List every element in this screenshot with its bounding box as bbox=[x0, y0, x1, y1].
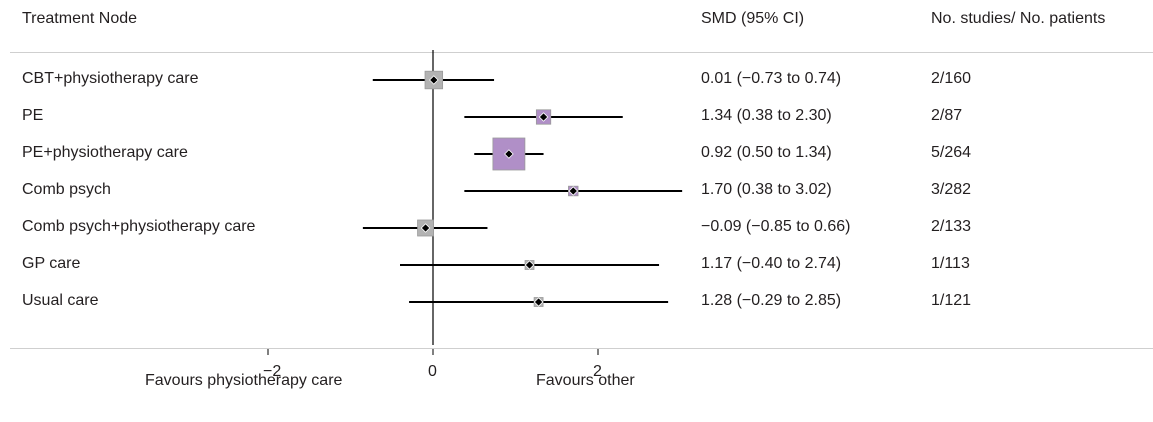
row-label: Usual care bbox=[22, 292, 99, 309]
point-estimate bbox=[568, 186, 579, 196]
header-divider bbox=[10, 52, 1153, 53]
point-estimate bbox=[538, 112, 549, 122]
header-treatment-node: Treatment Node bbox=[22, 10, 138, 27]
row-label: Comb psych bbox=[22, 181, 111, 198]
row-smd-ci: −0.09 (−0.85 to 0.66) bbox=[701, 218, 851, 235]
row-smd-ci: 0.01 (−0.73 to 0.74) bbox=[701, 70, 842, 87]
x-tick-label: 2 bbox=[593, 363, 602, 380]
row-studies-patients: 3/282 bbox=[931, 181, 972, 198]
row-label: PE bbox=[22, 107, 44, 124]
row-studies-patients: 1/113 bbox=[931, 255, 970, 272]
row-smd-ci: 0.92 (0.50 to 1.34) bbox=[701, 144, 832, 161]
row-studies-patients: 1/121 bbox=[931, 292, 972, 309]
row-label: CBT+physiotherapy care bbox=[22, 70, 199, 87]
row-smd-ci: 1.17 (−0.40 to 2.74) bbox=[701, 255, 842, 272]
x-tick-label: 0 bbox=[428, 363, 437, 380]
point-estimate bbox=[533, 297, 544, 307]
row-studies-patients: 2/133 bbox=[931, 218, 972, 235]
point-estimate bbox=[524, 260, 535, 270]
x-tick-label: −2 bbox=[263, 363, 282, 380]
row-studies-patients: 5/264 bbox=[931, 144, 972, 161]
footer-divider bbox=[10, 348, 1153, 349]
row-studies-patients: 2/160 bbox=[931, 70, 972, 87]
row-label: GP care bbox=[22, 255, 81, 272]
row-studies-patients: 2/87 bbox=[931, 107, 963, 124]
row-smd-ci: 1.34 (0.38 to 2.30) bbox=[701, 107, 832, 124]
row-label: PE+physiotherapy care bbox=[22, 144, 188, 161]
row-smd-ci: 1.70 (0.38 to 3.02) bbox=[701, 181, 832, 198]
header-smd-ci: SMD (95% CI) bbox=[701, 10, 805, 27]
favours-physiotherapy-label: Favours physiotherapy care bbox=[145, 372, 343, 389]
point-estimate bbox=[429, 75, 439, 85]
favours-other-label: Favours other bbox=[536, 372, 635, 389]
row-smd-ci: 1.28 (−0.29 to 2.85) bbox=[701, 292, 842, 309]
point-estimate bbox=[504, 149, 514, 159]
point-estimate bbox=[420, 223, 431, 233]
header-studies-patients: No. studies/ No. patients bbox=[931, 10, 1106, 27]
row-label: Comb psych+physiotherapy care bbox=[22, 218, 256, 235]
